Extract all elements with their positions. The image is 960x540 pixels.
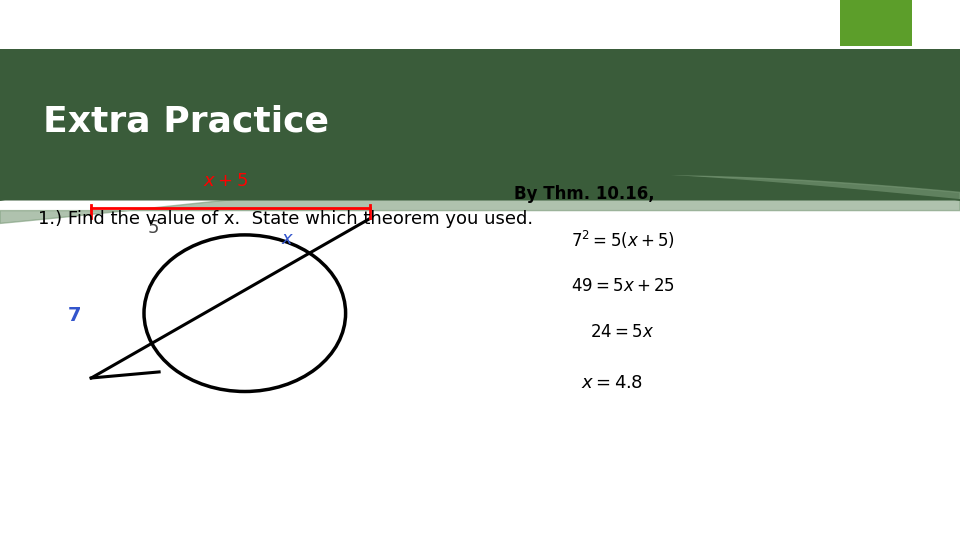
- FancyBboxPatch shape: [840, 0, 912, 46]
- FancyBboxPatch shape: [0, 0, 960, 49]
- FancyBboxPatch shape: [0, 0, 960, 200]
- Text: By Thm. 10.16,: By Thm. 10.16,: [514, 185, 654, 204]
- Text: $x + 5$: $x + 5$: [204, 172, 248, 190]
- Text: 5: 5: [148, 219, 159, 237]
- Text: $24 = 5x$: $24 = 5x$: [590, 323, 655, 341]
- Text: $x = 4.8$: $x = 4.8$: [581, 374, 643, 393]
- Text: $49 = 5x + 25$: $49 = 5x + 25$: [571, 277, 675, 295]
- Text: Extra Practice: Extra Practice: [43, 105, 329, 138]
- Polygon shape: [0, 176, 960, 224]
- Text: $x$: $x$: [281, 230, 295, 248]
- Text: $7^2 = 5(x + 5)$: $7^2 = 5(x + 5)$: [571, 230, 675, 251]
- Ellipse shape: [144, 235, 346, 392]
- Text: 7: 7: [68, 306, 82, 326]
- Polygon shape: [0, 170, 960, 200]
- Text: 1.) Find the value of x.  State which theorem you used.: 1.) Find the value of x. State which the…: [38, 210, 534, 228]
